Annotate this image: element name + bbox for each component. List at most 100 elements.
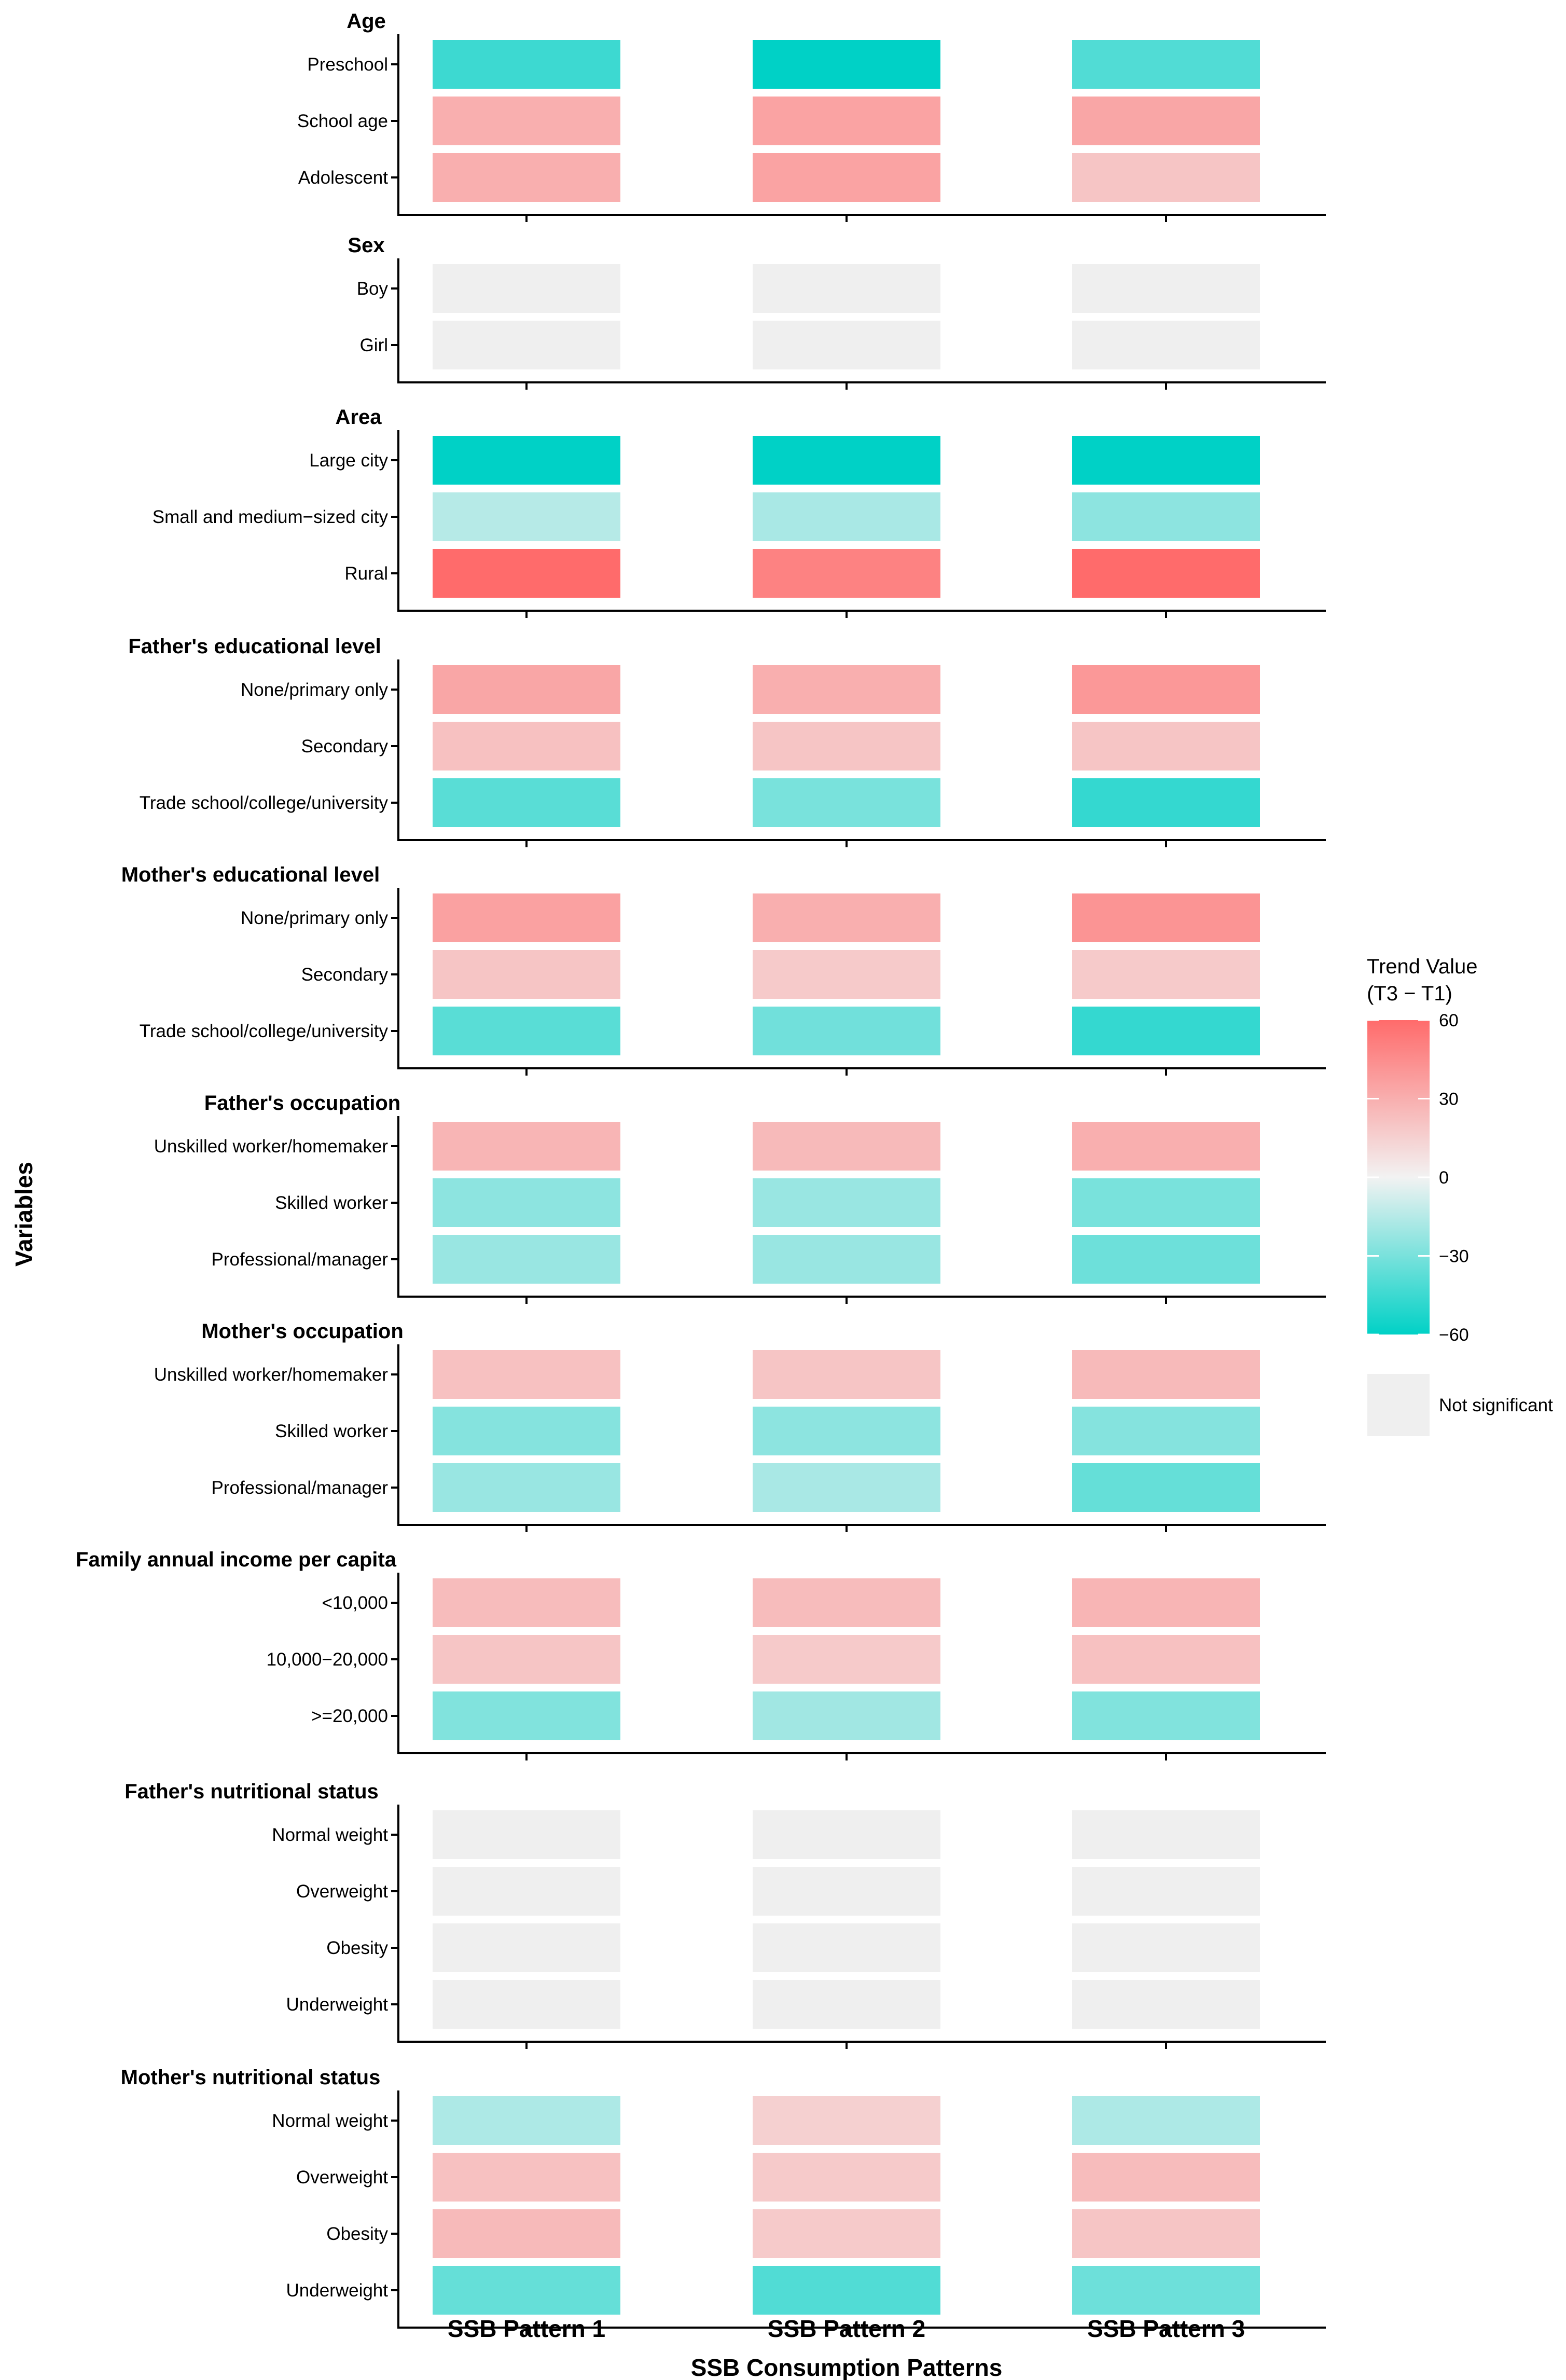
x-axis-title: SSB Consumption Patterns [691,2354,1003,2380]
row-label: Obesity [326,1938,388,1958]
heatmap-cell [433,722,620,771]
heatmap-cell [753,665,940,714]
legend-tick-label: 60 [1439,1011,1459,1030]
row-label: Trade school/college/university [140,793,389,813]
panel-area: Area Large city Small and medium−sized cit… [153,406,1326,618]
heatmap-cell [753,40,940,89]
heatmap-cell [1072,1635,1260,1684]
panel-title: Mother's educational level [121,863,380,886]
heatmap-cell [753,1635,940,1684]
heatmap-cell [753,950,940,999]
heatmap-cell [1072,950,1260,999]
heatmap-cell [1072,2096,1260,2145]
heatmap-cell [433,778,620,827]
heatmap-cell [1072,665,1260,714]
column-label-pattern-2: SSB Pattern 2 [768,2315,925,2342]
heatmap-cell [753,722,940,771]
heatmap-cell [433,1407,620,1455]
heatmap-cell [433,1178,620,1227]
heatmap-cell [753,2209,940,2258]
heatmap-cell [1072,2209,1260,2258]
heatmap-cell [433,893,620,942]
heatmap-cell [753,1350,940,1399]
heatmap-cell [1072,492,1260,541]
heatmap-cell [753,2096,940,2145]
heatmap-cell [1072,893,1260,942]
row-label: Underweight [286,1994,389,2015]
heatmap-cell [1072,1122,1260,1171]
row-label: School age [297,111,388,131]
row-label: Normal weight [272,1825,388,1845]
panel-father-s-educational-level: Father's educational level None/primary o… [128,635,1326,847]
panel-title: Sex [348,234,384,257]
heatmap-cell [433,1007,620,1055]
heatmap-cell [1072,1463,1260,1512]
row-label: Unskilled worker/homemaker [154,1365,389,1385]
heatmap-cell [433,321,620,369]
heatmap-cell [1072,1007,1260,1055]
row-label: None/primary only [241,680,388,700]
legend-not-significant-swatch [1367,1374,1430,1436]
row-label: Unskilled worker/homemaker [154,1136,389,1157]
heatmap-cell [433,1923,620,1972]
panel-mother-s-occupation: Mother's occupation Unskilled worker/home… [154,1320,1326,1532]
heatmap-cell [753,1691,940,1740]
heatmap-cell [1072,1810,1260,1859]
heatmap-cell [1072,722,1260,771]
heatmap-cell [753,1980,940,2029]
heatmap-cell [753,1407,940,1455]
legend-tick-label: 0 [1439,1168,1449,1188]
heatmap-cell [753,492,940,541]
heatmap-cell [433,2209,620,2258]
heatmap-cell [753,1810,940,1859]
heatmap-cell [753,153,940,202]
heatmap-cell [433,1463,620,1512]
row-label: None/primary only [241,908,388,928]
y-axis-title: Variables [10,1162,37,1267]
heatmap-cell [1072,1867,1260,1916]
legend-tick-label: 30 [1439,1090,1459,1109]
heatmap-cell [1072,436,1260,485]
heatmap-cell [1072,2153,1260,2202]
row-label: Normal weight [272,2111,388,2131]
row-label: Skilled worker [275,1421,388,1441]
row-label: Rural [344,563,388,584]
heatmap-cell [433,549,620,598]
row-label: >=20,000 [311,1706,388,1726]
heatmap-cell [433,264,620,313]
row-label: Boy [357,279,389,299]
row-label: Adolescent [298,168,388,188]
heatmap-cell [753,1923,940,1972]
heatmap-cell [753,1007,940,1055]
heatmap-cell [433,1980,620,2029]
heatmap-cell [433,2096,620,2145]
heatmap-cell [433,153,620,202]
row-label: Professional/manager [212,1478,389,1498]
heatmap-cell [753,436,940,485]
heatmap-cell [1072,1350,1260,1399]
column-label-pattern-3: SSB Pattern 3 [1087,2315,1245,2342]
heatmap-cell [433,1578,620,1627]
heatmap-cell [1072,153,1260,202]
row-label: Overweight [296,1881,388,1902]
heatmap-cell [753,893,940,942]
heatmap-cell [433,2266,620,2315]
heatmap-cell [1072,1578,1260,1627]
heatmap-cell [433,40,620,89]
legend: Trend Value (T3 − T1) 60 30 0 −30 −60 Not si… [1367,955,1553,1436]
heatmap-cell [433,665,620,714]
row-label: Professional/manager [212,1249,389,1270]
heatmap-cell [433,1691,620,1740]
heatmap-cell [433,2153,620,2202]
heatmap-cell [753,1178,940,1227]
row-label: Preschool [307,54,388,75]
heatmap-cell [1072,321,1260,369]
heatmap-cell [753,2153,940,2202]
panels-layer: Age Preschool School age Adolescent Sex Boy Gi… [76,10,1326,2335]
panel-title: Mother's nutritional status [121,2066,381,2089]
heatmap-cell [433,1122,620,1171]
panel-title: Mother's occupation [201,1320,404,1343]
legend-ticks: 60 30 0 −30 −60 [1367,1011,1469,1345]
row-label: Underweight [286,2280,389,2301]
heatmap-cell [433,1350,620,1399]
